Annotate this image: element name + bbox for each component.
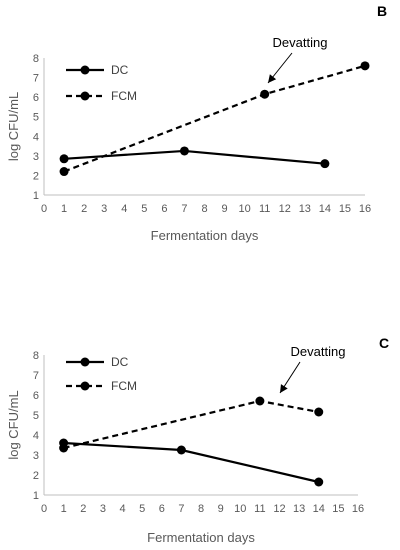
data-point-dc: [59, 154, 69, 164]
x-axis-title: Fermentation days: [147, 530, 255, 545]
x-tick-label: 4: [121, 203, 127, 215]
y-tick-label: 1: [33, 490, 39, 502]
x-tick-label: 8: [201, 203, 207, 215]
legend-label-dc: DC: [111, 63, 129, 77]
x-tick-label: 2: [81, 203, 87, 215]
x-tick-label: 9: [218, 503, 224, 515]
data-point-fcm: [59, 167, 69, 177]
y-axis-title: log CFU/mL: [6, 92, 21, 161]
data-point-fcm: [260, 89, 270, 99]
legend-label-fcm: FCM: [111, 89, 137, 103]
data-point-dc: [314, 477, 324, 487]
y-tick-label: 6: [33, 390, 39, 402]
y-tick-label: 4: [33, 131, 39, 143]
x-tick-label: 6: [161, 203, 167, 215]
x-tick-label: 5: [141, 203, 147, 215]
x-tick-label: 7: [181, 203, 187, 215]
x-tick-label: 6: [159, 503, 165, 515]
x-tick-label: 7: [178, 503, 184, 515]
legend-marker-fcm: [80, 91, 90, 101]
x-tick-label: 2: [80, 503, 86, 515]
legend-label-fcm: FCM: [111, 379, 137, 393]
x-axis-title: Fermentation days: [151, 228, 259, 243]
x-tick-label: 14: [313, 503, 325, 515]
x-tick-label: 9: [222, 203, 228, 215]
legend-marker-dc: [80, 65, 90, 75]
y-tick-label: 5: [33, 112, 39, 124]
annotation-arrow-head: [280, 384, 288, 393]
x-tick-label: 5: [139, 503, 145, 515]
y-tick-label: 5: [33, 410, 39, 422]
data-point-dc: [179, 146, 189, 156]
x-tick-label: 10: [234, 503, 246, 515]
annotation-label: Devatting: [273, 35, 328, 50]
data-point-fcm: [255, 396, 265, 406]
y-tick-label: 3: [33, 450, 39, 462]
y-tick-label: 7: [33, 73, 39, 85]
data-point-fcm: [360, 61, 370, 71]
data-point-fcm: [314, 407, 324, 417]
x-tick-label: 0: [41, 203, 47, 215]
x-tick-label: 12: [279, 203, 291, 215]
data-point-dc: [176, 445, 186, 455]
annotation-arrow-head: [268, 74, 277, 83]
data-point-dc: [320, 159, 330, 169]
y-axis-title: log CFU/mL: [6, 390, 21, 459]
y-tick-label: 6: [33, 92, 39, 104]
legend-marker-dc: [80, 357, 90, 367]
annotation-label: Devatting: [291, 344, 346, 359]
x-tick-label: 14: [319, 203, 331, 215]
x-tick-label: 16: [352, 503, 364, 515]
y-tick-label: 8: [33, 350, 39, 362]
x-tick-label: 4: [119, 503, 125, 515]
x-tick-label: 0: [41, 503, 47, 515]
x-tick-label: 13: [293, 503, 305, 515]
x-tick-label: 3: [101, 203, 107, 215]
x-tick-label: 1: [61, 503, 67, 515]
series-line-fcm: [63, 399, 319, 450]
data-point-fcm: [59, 443, 69, 453]
x-tick-label: 1: [61, 203, 67, 215]
x-tick-label: 8: [198, 503, 204, 515]
y-tick-label: 2: [33, 170, 39, 182]
y-tick-label: 8: [33, 53, 39, 65]
panel-letter: B: [377, 3, 387, 19]
x-tick-label: 15: [339, 203, 351, 215]
x-tick-label: 3: [100, 503, 106, 515]
y-tick-label: 7: [33, 370, 39, 382]
x-tick-label: 13: [299, 203, 311, 215]
x-tick-label: 11: [259, 203, 270, 215]
x-tick-label: 15: [332, 503, 344, 515]
legend-label-dc: DC: [111, 355, 129, 369]
y-tick-label: 3: [33, 151, 39, 163]
y-tick-label: 2: [33, 470, 39, 482]
y-tick-label: 4: [33, 430, 39, 442]
x-tick-label: 10: [239, 203, 251, 215]
legend-marker-fcm: [80, 381, 90, 391]
y-tick-label: 1: [33, 190, 39, 202]
series-line-dc: [63, 441, 319, 484]
x-tick-label: 16: [359, 203, 371, 215]
x-tick-label: 11: [254, 503, 265, 515]
panel-letter: C: [379, 335, 389, 351]
x-tick-label: 12: [273, 503, 285, 515]
